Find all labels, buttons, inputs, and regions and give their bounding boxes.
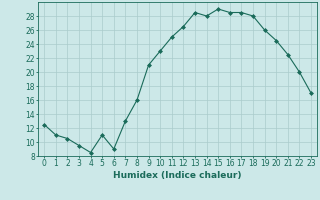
X-axis label: Humidex (Indice chaleur): Humidex (Indice chaleur) [113,171,242,180]
